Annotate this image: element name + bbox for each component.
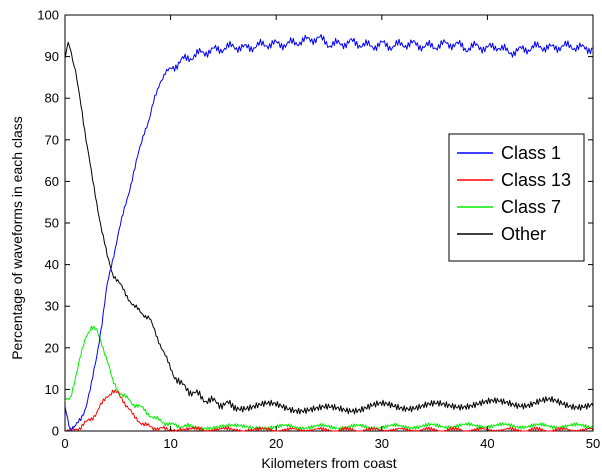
- y-axis-label: Percentage of waveforms in each class: [9, 116, 25, 360]
- x-tick-label: 10: [163, 436, 177, 451]
- y-tick-label: 70: [45, 132, 59, 147]
- y-tick-label: 10: [45, 382, 59, 397]
- y-tick-label: 80: [45, 91, 59, 106]
- legend-label: Class 1: [501, 143, 561, 163]
- x-tick-label: 40: [480, 436, 494, 451]
- x-axis-label: Kilometers from coast: [261, 455, 396, 471]
- y-tick-label: 0: [52, 424, 59, 439]
- legend-label: Class 13: [501, 170, 571, 190]
- y-tick-label: 40: [45, 257, 59, 272]
- y-tick-label: 100: [37, 8, 59, 23]
- series-line-other: [64, 41, 594, 415]
- legend-label: Class 7: [501, 197, 561, 217]
- x-tick-label: 50: [586, 436, 600, 451]
- y-tick-label: 90: [45, 49, 59, 64]
- y-tick-label: 60: [45, 174, 59, 189]
- series-layer: [64, 34, 594, 432]
- legend: Class 1 Class 13 Class 7 Other: [448, 133, 585, 262]
- series-line-class-7: [64, 325, 594, 431]
- y-tick-label: 30: [45, 299, 59, 314]
- y-tick-label: 20: [45, 340, 59, 355]
- y-tick-label: 50: [45, 216, 59, 231]
- legend-label: Other: [501, 224, 546, 244]
- x-tick-label: 30: [375, 436, 389, 451]
- x-tick-label: 0: [61, 436, 68, 451]
- series-line-class-1: [64, 34, 594, 432]
- series-line-class-13: [65, 389, 594, 432]
- axes-layer: 0 10 20 30 40 50 0 10 20 30 40 50 60 70 80 90 100: [37, 8, 600, 452]
- legend-box: [448, 133, 585, 262]
- x-tick-label: 20: [269, 436, 283, 451]
